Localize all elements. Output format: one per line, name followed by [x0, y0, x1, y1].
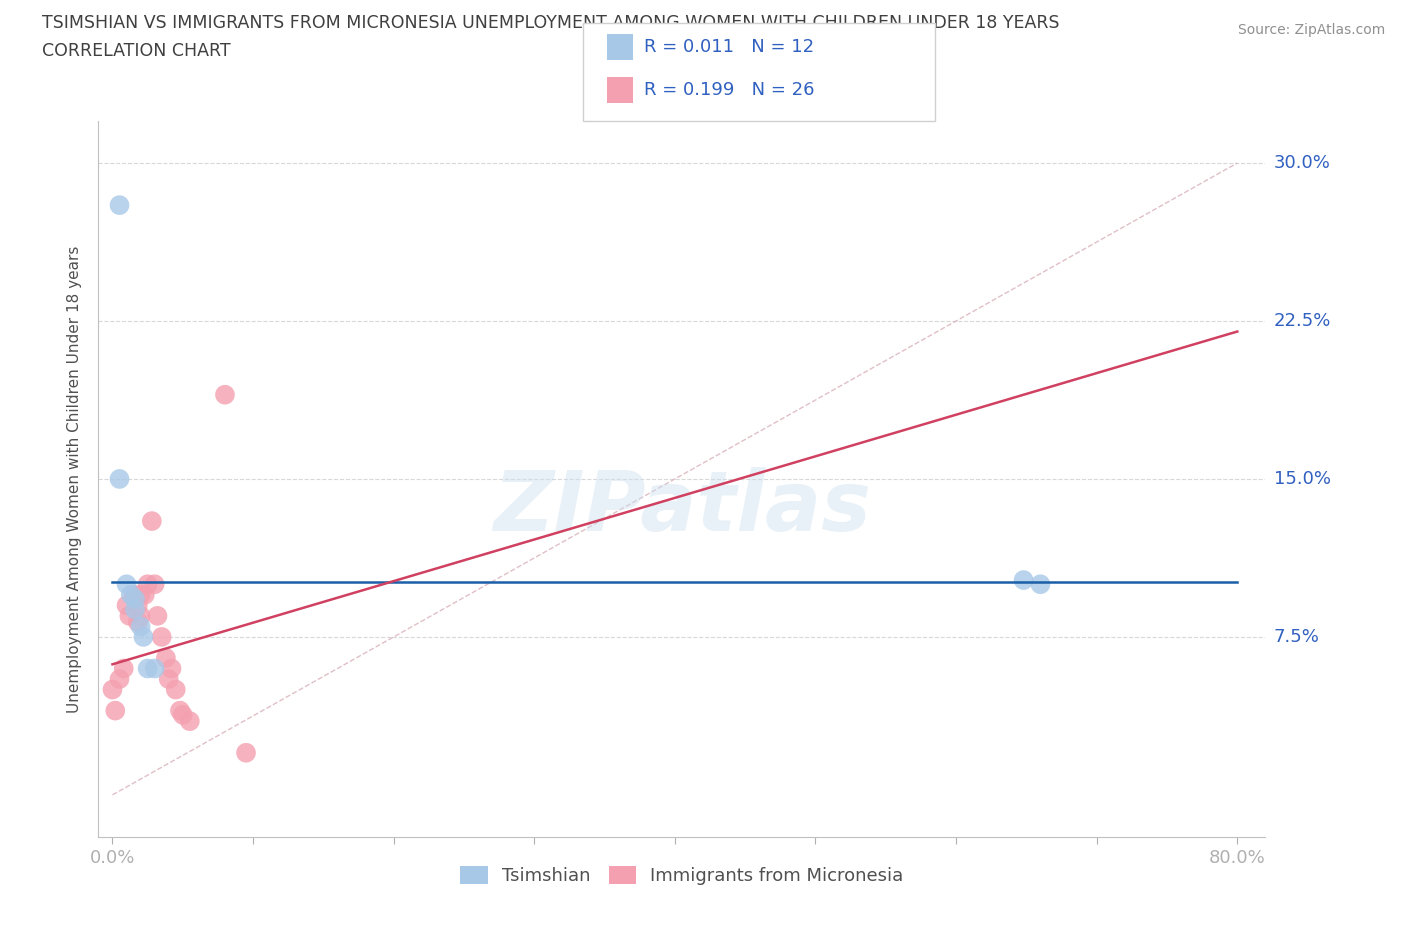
Point [155, 651, 177, 666]
Point [108, 472, 131, 486]
Point [122, 588, 145, 603]
Point [108, 671, 131, 686]
Point [115, 577, 138, 591]
Point [112, 661, 135, 676]
Point [101, 682, 124, 697]
Point [132, 630, 155, 644]
Point [124, 602, 146, 617]
Point [179, 713, 201, 728]
Text: TSIMSHIAN VS IMMIGRANTS FROM MICRONESIA UNEMPLOYMENT AMONG WOMEN WITH CHILDREN U: TSIMSHIAN VS IMMIGRANTS FROM MICRONESIA … [42, 14, 1060, 32]
Point [157, 671, 180, 686]
Point [160, 661, 183, 676]
Text: 30.0%: 30.0% [1274, 154, 1330, 172]
Y-axis label: Unemployment Among Women with Children Under 18 years: Unemployment Among Women with Children U… [67, 246, 83, 712]
Point [165, 682, 187, 697]
Point [115, 598, 138, 613]
Point [127, 615, 149, 630]
Point [124, 591, 146, 606]
Point [1029, 577, 1052, 591]
Point [129, 588, 152, 603]
Point [136, 661, 159, 676]
Point [1012, 573, 1035, 588]
Point [127, 598, 149, 613]
Text: R = 0.199   N = 26: R = 0.199 N = 26 [644, 81, 814, 100]
Text: ZIPatlas: ZIPatlas [494, 467, 870, 548]
Point [169, 703, 191, 718]
Point [150, 630, 173, 644]
Point [129, 619, 152, 634]
Point [108, 198, 131, 213]
Point [118, 608, 141, 623]
Text: Source: ZipAtlas.com: Source: ZipAtlas.com [1237, 23, 1385, 37]
Point [146, 608, 169, 623]
Text: 22.5%: 22.5% [1274, 312, 1331, 330]
Point [136, 577, 159, 591]
Text: R = 0.011   N = 12: R = 0.011 N = 12 [644, 38, 814, 57]
Point [214, 387, 236, 402]
Point [134, 588, 156, 603]
Point [143, 661, 166, 676]
Point [129, 608, 152, 623]
Point [235, 745, 257, 760]
Text: 15.0%: 15.0% [1274, 470, 1330, 488]
Text: CORRELATION CHART: CORRELATION CHART [42, 42, 231, 60]
Point [172, 708, 194, 723]
Point [143, 577, 166, 591]
Legend: Tsimshian, Immigrants from Micronesia: Tsimshian, Immigrants from Micronesia [453, 858, 911, 893]
Text: 7.5%: 7.5% [1274, 628, 1320, 646]
Point [141, 513, 163, 528]
Point [104, 703, 127, 718]
Point [120, 588, 142, 603]
